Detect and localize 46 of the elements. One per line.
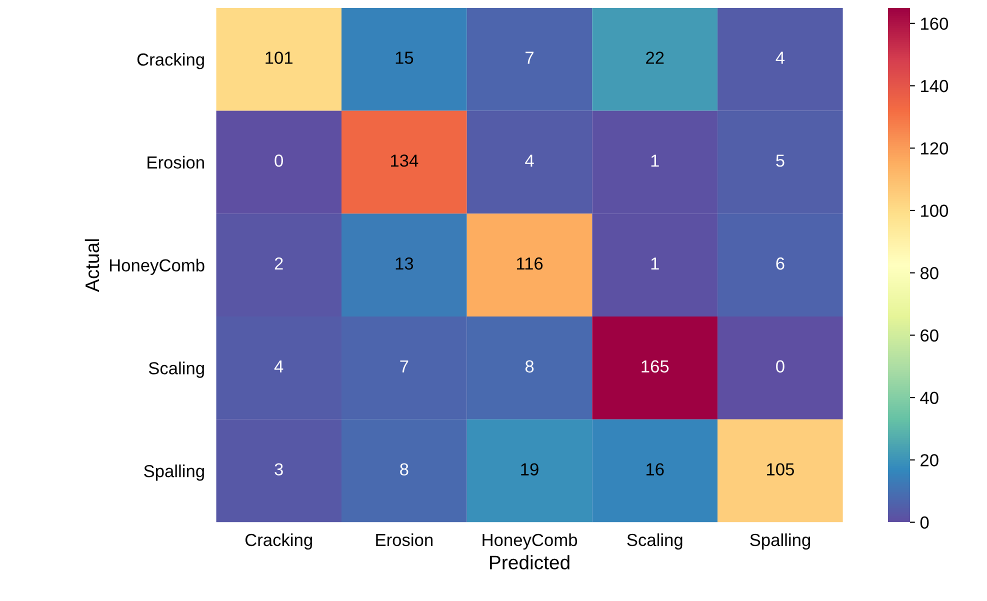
color-bar-label: 20 (920, 454, 938, 466)
data-label: 19 (521, 463, 538, 476)
color-bar-label: 40 (920, 392, 938, 404)
data-label: 165 (642, 360, 669, 373)
data-label: 4 (274, 360, 284, 372)
x-tick-label: Spalling (750, 533, 810, 550)
data-label: 0 (776, 360, 784, 373)
data-label: 16 (646, 463, 664, 476)
data-label: 15 (396, 52, 414, 64)
x-tick-label: Erosion (376, 533, 432, 546)
color-bar-label: 140 (921, 80, 948, 92)
data-label: 0 (274, 154, 283, 167)
data-label: 2 (274, 257, 283, 270)
data-label: 5 (776, 154, 784, 167)
color-bar-label: 120 (921, 142, 948, 155)
y-tick-label: Spalling (144, 464, 204, 481)
x-tick-label: Scaling (627, 533, 682, 550)
data-label: 8 (400, 463, 408, 476)
data-label: 1 (651, 258, 659, 270)
color-bar-label: 100 (921, 204, 948, 217)
data-label: 3 (274, 463, 283, 476)
data-label: 13 (396, 257, 414, 270)
y-tick-label: HoneyComb (110, 258, 204, 275)
data-label: 6 (776, 257, 784, 270)
data-label: 8 (525, 360, 534, 373)
y-axis-title: Actual (84, 239, 100, 292)
y-tick-label: Scaling (148, 362, 204, 378)
data-label: 105 (767, 463, 794, 476)
y-tick-label: Cracking (137, 52, 204, 70)
data-label: 22 (646, 52, 664, 64)
x-tick-label: Cracking (245, 533, 312, 550)
color-bar-label: 60 (920, 329, 938, 342)
data-label: 101 (266, 52, 292, 64)
data-label: 7 (526, 52, 534, 64)
color-bar-label: 80 (920, 267, 938, 280)
color-bar-label: 0 (920, 516, 929, 529)
data-label: 116 (517, 257, 543, 270)
data-label: 4 (776, 52, 785, 64)
x-axis-title: Predicted (490, 555, 570, 570)
color-bar-label: 160 (921, 18, 948, 30)
data-label: 134 (391, 154, 418, 167)
x-tick-label: HoneyComb (482, 533, 578, 550)
y-tick-label: Erosion (148, 156, 204, 169)
data-label: 7 (400, 360, 408, 372)
data-label: 1 (651, 154, 659, 167)
data-label: 4 (525, 154, 534, 167)
